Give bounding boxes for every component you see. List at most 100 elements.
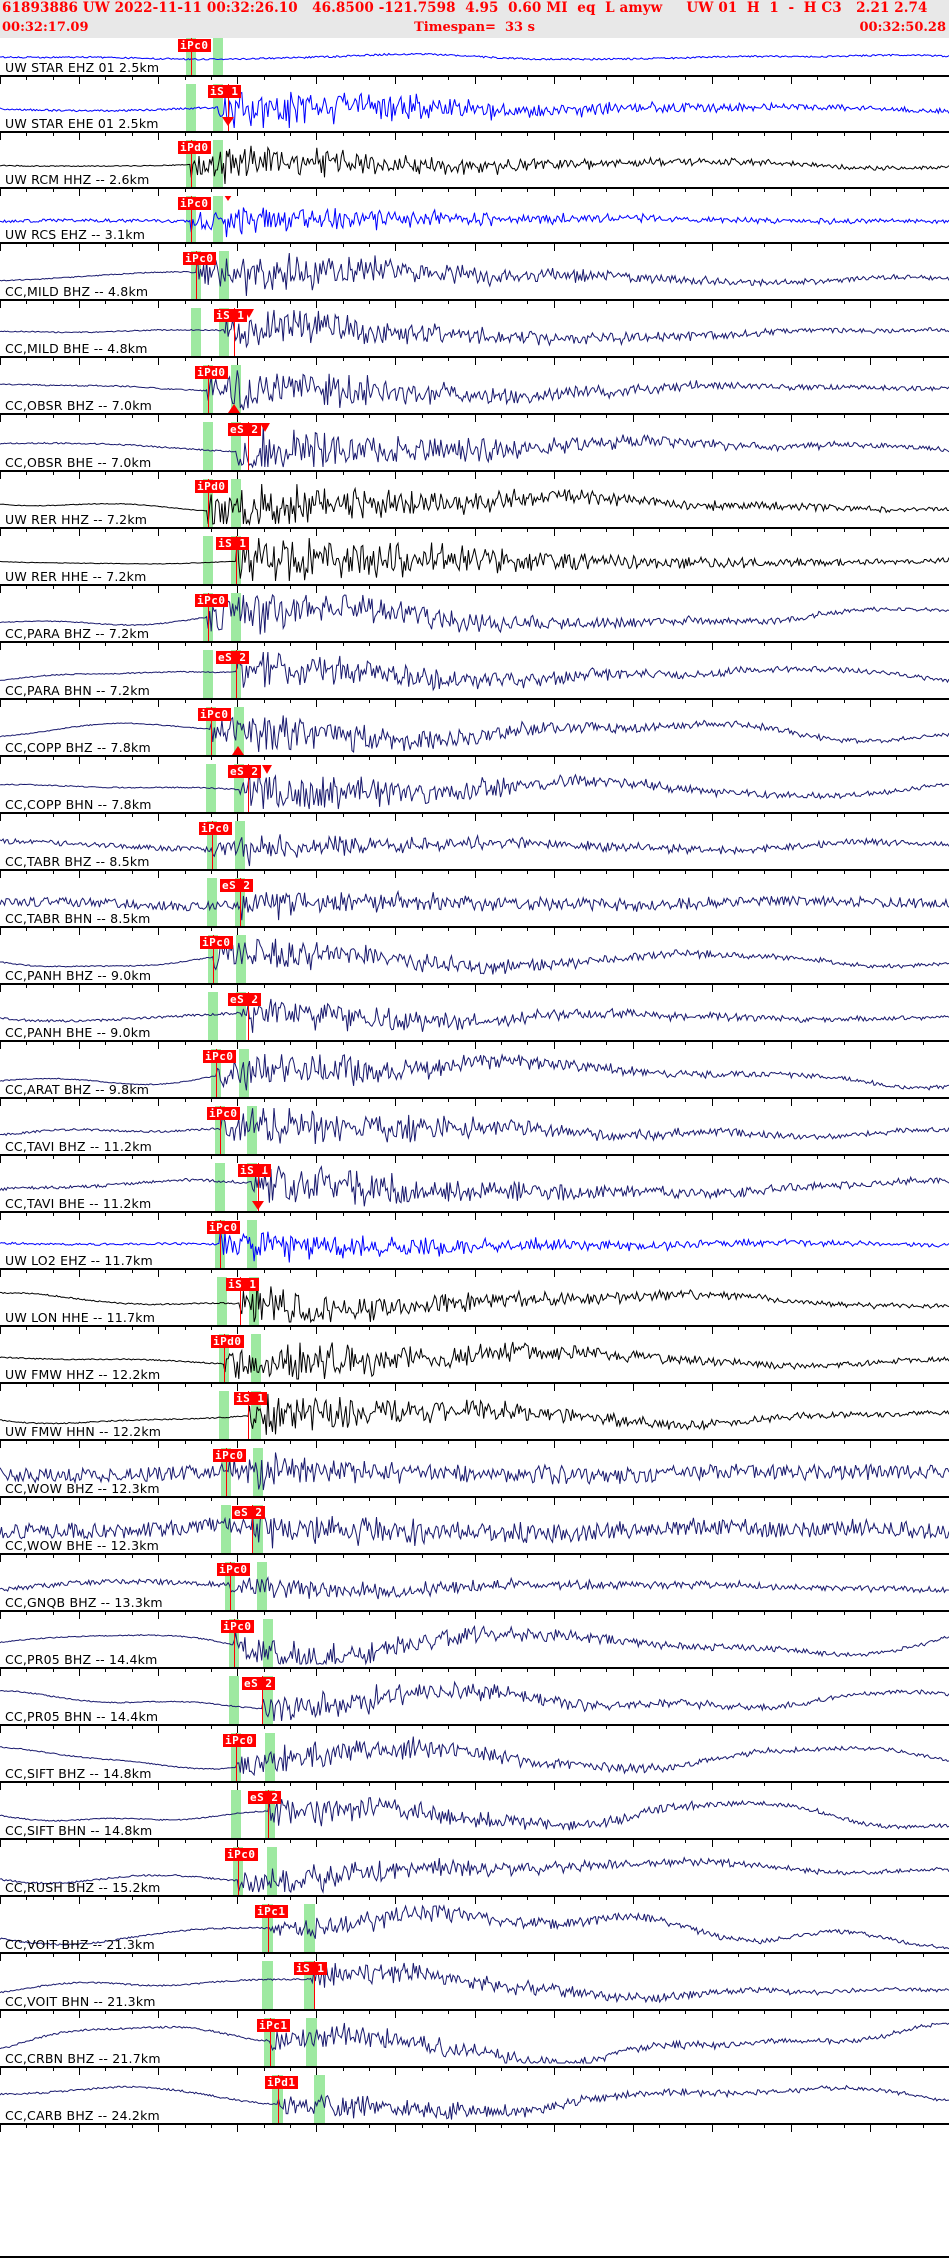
pick-line[interactable] — [191, 140, 192, 187]
pick-label[interactable]: iPc0 — [207, 1221, 240, 1234]
pick-line[interactable] — [252, 1505, 253, 1553]
pick-label[interactable]: iS 1 — [208, 85, 241, 98]
trace-row[interactable]: iS 1 CC,MILD BHE -- 4.8km — [0, 308, 949, 356]
trace-row[interactable]: eS 2 CC,COPP BHN -- 7.8km — [0, 764, 949, 812]
pick-label[interactable]: iPd0 — [178, 141, 211, 154]
trace-row[interactable]: iS 1 UW LON HHE -- 11.7km — [0, 1277, 949, 1325]
pick-label[interactable]: iPc0 — [221, 1620, 254, 1633]
pick-label[interactable]: iPc0 — [178, 197, 211, 210]
pick-line[interactable] — [213, 935, 214, 983]
trace-row[interactable]: iPc1 CC,VOIT BHZ -- 21.3km — [0, 1904, 949, 1952]
pick-line[interactable] — [262, 1676, 263, 1724]
pick-line[interactable] — [268, 1790, 269, 1838]
trace-row[interactable]: iS 1 UW FMW HHN -- 12.2km — [0, 1391, 949, 1439]
trace-row[interactable]: iPd0 CC,OBSR BHZ -- 7.0km — [0, 365, 949, 413]
pick-label[interactable]: iPc1 — [257, 2019, 290, 2032]
trace-row[interactable]: eS 2 CC,OBSR BHE -- 7.0km — [0, 422, 949, 470]
pick-label[interactable]: iPc0 — [203, 1050, 236, 1063]
pick-line[interactable] — [208, 365, 209, 413]
pick-label[interactable]: iS 1 — [216, 537, 249, 550]
pick-label[interactable]: eS 2 — [228, 423, 261, 436]
pick-label[interactable]: eS 2 — [242, 1677, 275, 1690]
pick-line[interactable] — [196, 251, 197, 299]
trace-row[interactable]: iS 1 UW RER HHE -- 7.2km — [0, 536, 949, 584]
pick-line[interactable] — [230, 1562, 231, 1610]
trace-row[interactable]: iPc0 UW RCS EHZ -- 3.1km — [0, 196, 949, 242]
trace-row[interactable]: iPc1 CC,CRBN BHZ -- 21.7km — [0, 2018, 949, 2066]
pick-label[interactable]: iPc0 — [213, 1449, 246, 1462]
pick-line[interactable] — [220, 1106, 221, 1154]
pick-line[interactable] — [248, 1391, 249, 1439]
trace-row[interactable]: iPd0 UW RER HHZ -- 7.2km — [0, 479, 949, 527]
pick-label[interactable]: iPc0 — [183, 252, 216, 265]
pick-line[interactable] — [234, 308, 235, 356]
trace-row[interactable]: iPc0 CC,TABR BHZ -- 8.5km — [0, 821, 949, 869]
pick-label[interactable]: iPc0 — [207, 1107, 240, 1120]
pick-line[interactable] — [314, 1961, 315, 2009]
pick-label[interactable]: iPd0 — [195, 480, 228, 493]
pick-line[interactable] — [248, 992, 249, 1040]
trace-row[interactable]: iPc0 CC,PR05 BHZ -- 14.4km — [0, 1619, 949, 1667]
trace-row[interactable]: eS 2 CC,WOW BHE -- 12.3km — [0, 1505, 949, 1553]
pick-line[interactable] — [268, 1904, 269, 1952]
trace-row[interactable]: iPc0 CC,MILD BHZ -- 4.8km — [0, 251, 949, 299]
pick-line[interactable] — [216, 1049, 217, 1097]
pick-label[interactable]: iS 1 — [294, 1962, 327, 1975]
pick-line[interactable] — [238, 1847, 239, 1895]
pick-label[interactable]: iPc1 — [255, 1905, 288, 1918]
pick-label[interactable]: iPc0 — [217, 1563, 250, 1576]
pick-line[interactable] — [236, 650, 237, 698]
trace-row[interactable]: iS 1 CC,VOIT BHN -- 21.3km — [0, 1961, 949, 2009]
pick-label[interactable]: iPc0 — [178, 39, 211, 52]
pick-label[interactable]: iPd1 — [265, 2076, 298, 2089]
pick-label[interactable]: iPc0 — [200, 936, 233, 949]
trace-row[interactable]: iPc0 CC,WOW BHZ -- 12.3km — [0, 1448, 949, 1496]
pick-line[interactable] — [208, 479, 209, 527]
pick-line[interactable] — [236, 536, 237, 584]
pick-line[interactable] — [248, 422, 249, 470]
trace-row[interactable]: iPc0 CC,PANH BHZ -- 9.0km — [0, 935, 949, 983]
pick-label[interactable]: iPc0 — [198, 708, 231, 721]
pick-label[interactable]: eS 2 — [232, 1506, 265, 1519]
pick-label[interactable]: eS 2 — [216, 651, 249, 664]
pick-line[interactable] — [234, 1619, 235, 1667]
trace-row[interactable]: iPd0 UW RCM HHZ -- 2.6km — [0, 140, 949, 187]
trace-row[interactable]: iPc0 UW STAR EHZ 01 2.5km — [0, 38, 949, 75]
trace-row[interactable]: iPc0 CC,ARAT BHZ -- 9.8km — [0, 1049, 949, 1097]
trace-row[interactable]: iPd1 CC,CARB BHZ -- 24.2km — [0, 2075, 949, 2123]
pick-line[interactable] — [278, 2075, 279, 2123]
pick-line[interactable] — [224, 1334, 225, 1382]
pick-line[interactable] — [211, 707, 212, 755]
pick-label[interactable]: iS 1 — [214, 309, 247, 322]
trace-row[interactable]: eS 2 CC,SIFT BHN -- 14.8km — [0, 1790, 949, 1838]
pick-label[interactable]: iPc0 — [199, 822, 232, 835]
pick-line[interactable] — [258, 1163, 259, 1211]
trace-row[interactable]: iPc0 CC,GNQB BHZ -- 13.3km — [0, 1562, 949, 1610]
pick-label[interactable]: iPc0 — [225, 1848, 258, 1861]
pick-label[interactable]: eS 2 — [248, 1791, 281, 1804]
trace-row[interactable]: iPd0 UW FMW HHZ -- 12.2km — [0, 1334, 949, 1382]
pick-line[interactable] — [226, 1448, 227, 1496]
pick-label[interactable]: iPc0 — [223, 1734, 256, 1747]
trace-row[interactable]: iS 1 UW STAR EHE 01 2.5km — [0, 84, 949, 131]
trace-row[interactable]: eS 2 CC,TABR BHN -- 8.5km — [0, 878, 949, 926]
pick-line[interactable] — [208, 593, 209, 641]
pick-label[interactable]: eS 2 — [228, 765, 261, 778]
trace-row[interactable]: eS 2 CC,PR05 BHN -- 14.4km — [0, 1676, 949, 1724]
pick-label[interactable]: iPd0 — [211, 1335, 244, 1348]
pick-line[interactable] — [248, 764, 249, 812]
pick-line[interactable] — [191, 196, 192, 242]
pick-label[interactable]: iS 1 — [234, 1392, 267, 1405]
pick-line[interactable] — [270, 2018, 271, 2066]
pick-line[interactable] — [236, 1733, 237, 1781]
trace-row[interactable]: iPc0 CC,SIFT BHZ -- 14.8km — [0, 1733, 949, 1781]
trace-row[interactable]: iPc0 CC,COPP BHZ -- 7.8km — [0, 707, 949, 755]
trace-row[interactable]: eS 2 CC,PARA BHN -- 7.2km — [0, 650, 949, 698]
pick-label[interactable]: iPd0 — [195, 366, 228, 379]
pick-line[interactable] — [191, 38, 192, 75]
trace-row[interactable]: iPc0 CC,RUSH BHZ -- 15.2km — [0, 1847, 949, 1895]
trace-row[interactable]: iPc0 UW LO2 EHZ -- 11.7km — [0, 1220, 949, 1268]
pick-line[interactable] — [240, 878, 241, 926]
pick-line[interactable] — [212, 821, 213, 869]
trace-row[interactable]: iPc0 CC,TAVI BHZ -- 11.2km — [0, 1106, 949, 1154]
